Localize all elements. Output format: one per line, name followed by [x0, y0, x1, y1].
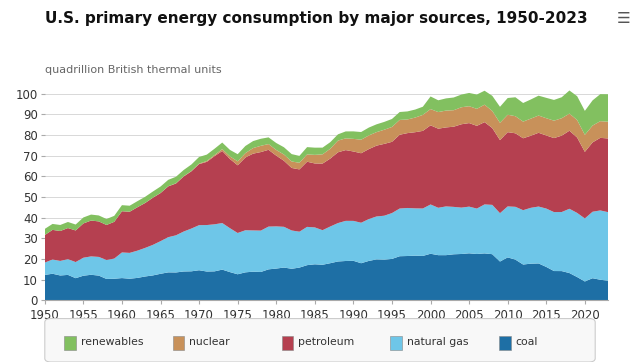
Text: U.S. primary energy consumption by major sources, 1950-2023: U.S. primary energy consumption by major…: [45, 11, 588, 26]
Text: quadrillion British thermal units: quadrillion British thermal units: [45, 65, 221, 75]
Text: renewables: renewables: [81, 337, 143, 348]
Text: nuclear: nuclear: [189, 337, 230, 348]
Text: petroleum: petroleum: [298, 337, 355, 348]
Text: coal: coal: [516, 337, 538, 348]
Text: natural gas: natural gas: [407, 337, 468, 348]
Text: ☰: ☰: [617, 11, 630, 26]
